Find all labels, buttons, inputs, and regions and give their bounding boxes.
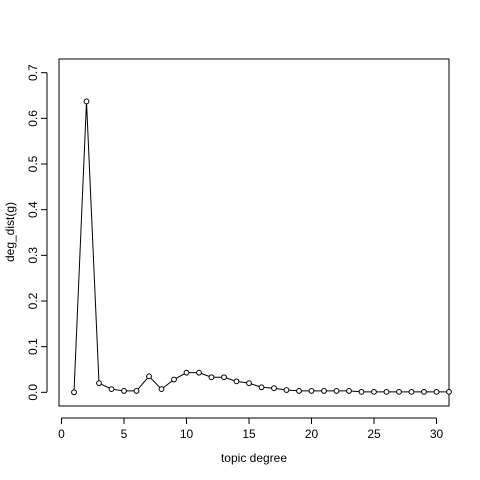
x-tick-label: 25 [367, 427, 381, 441]
data-point [158, 386, 165, 393]
x-tick-label: 10 [180, 427, 194, 441]
data-point [296, 388, 302, 394]
x-axis-title: topic degree [221, 451, 287, 465]
y-tick-label: 0.5 [26, 155, 40, 172]
data-point [83, 98, 90, 105]
data-point [221, 374, 227, 381]
data-point [333, 388, 340, 394]
data-point [433, 388, 440, 395]
x-tick-label: 20 [305, 427, 319, 441]
y-tick-label: 0.0 [26, 384, 40, 401]
data-point [358, 388, 365, 395]
x-tick-label: 15 [242, 427, 256, 441]
y-axis: 0.0 0.1 0.2 0.3 0.4 0.5 0.6 0.7 [26, 64, 48, 401]
data-point [271, 385, 277, 392]
series-layer [71, 98, 452, 396]
data-point [108, 386, 115, 393]
data-point [71, 389, 77, 396]
y-tick-label: 0.4 [26, 201, 40, 218]
y-tick-label: 0.1 [26, 338, 40, 355]
data-point [321, 388, 327, 394]
y-tick-label: 0.2 [26, 292, 40, 309]
data-point [283, 387, 290, 393]
x-tick-label: 0 [58, 427, 65, 441]
y-tick-label: 0.6 [26, 110, 40, 127]
x-axis: 0 5 10 15 20 25 30 [58, 417, 444, 441]
x-tick-label: 30 [430, 427, 444, 441]
y-tick-label: 0.7 [26, 64, 40, 81]
data-point [258, 384, 265, 391]
data-point [171, 376, 177, 383]
data-point [308, 388, 315, 394]
plot-frame [58, 58, 450, 407]
series-line [73, 101, 449, 393]
data-point [421, 388, 427, 395]
data-point [408, 388, 415, 395]
data-point [396, 388, 402, 395]
data-point [208, 374, 215, 381]
data-point [246, 380, 252, 387]
data-point [446, 388, 452, 395]
data-point [183, 369, 190, 376]
data-point [383, 388, 390, 395]
data-point [146, 373, 152, 380]
data-point [371, 388, 377, 395]
data-point [121, 388, 127, 394]
data-point [346, 388, 352, 394]
data-point [233, 378, 240, 385]
data-point [96, 380, 102, 387]
data-point [196, 369, 202, 376]
y-axis-title: deg_dist(g) [3, 202, 17, 262]
y-tick-label: 0.3 [26, 247, 40, 264]
x-tick-label: 5 [121, 427, 128, 441]
data-point [133, 388, 140, 394]
